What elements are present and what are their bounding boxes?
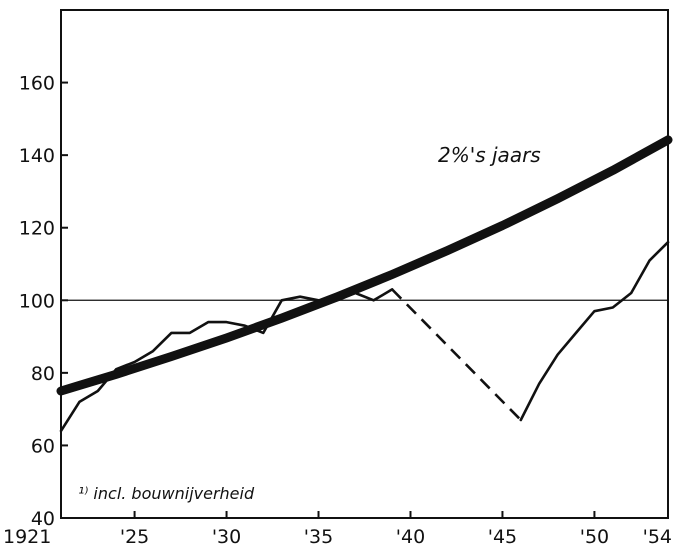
x-tick-label: '50	[580, 526, 609, 548]
series-line-thin-2	[519, 240, 670, 422]
x-tick-label: '40	[396, 526, 425, 548]
y-tick-label: 80	[31, 363, 55, 385]
series-group	[56, 135, 673, 433]
y-tick-label: 100	[19, 290, 55, 312]
y-tick-label: 40	[31, 508, 55, 530]
x-axis-tick-labels: 1921 '25 '30 '35 '40 '45 '50 '54	[3, 526, 672, 548]
series-line-thin-0	[59, 288, 394, 433]
y-axis-tick-labels: 40 60 80 100 120 140 160	[19, 73, 55, 530]
series-line-thick-3	[56, 135, 673, 396]
plot-frame	[60, 9, 669, 519]
y-tick-label: 160	[19, 73, 55, 95]
x-tick-label: 1921	[3, 526, 51, 548]
axis-ticks	[60, 81, 669, 519]
series-line-dashed-1	[391, 288, 522, 421]
y-tick-label: 140	[19, 145, 55, 167]
footnote-annotation: ¹⁾ incl. bouwnijverheid	[78, 484, 255, 503]
x-tick-label: '45	[488, 526, 517, 548]
x-tick-label: '30	[212, 526, 241, 548]
y-tick-label: 60	[31, 435, 55, 457]
x-tick-label: '54	[643, 526, 672, 548]
trend-annotation: 2%'s jaars	[438, 143, 541, 167]
y-tick-label: 120	[19, 218, 55, 240]
x-tick-label: '25	[120, 526, 149, 548]
x-tick-label: '35	[304, 526, 333, 548]
